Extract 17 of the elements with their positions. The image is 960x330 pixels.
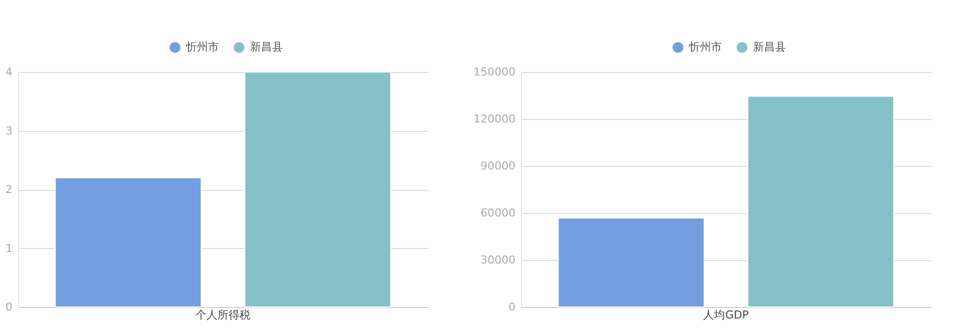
y-tick-label: 2 bbox=[6, 183, 12, 196]
legend-label: 忻州市 bbox=[185, 40, 219, 54]
legend-label: 新昌县 bbox=[250, 40, 283, 54]
y-tick-label: 90000 bbox=[480, 160, 516, 172]
y-tick-label: 120000 bbox=[474, 112, 516, 126]
y-tick-label: 60000 bbox=[480, 206, 516, 220]
legend-label: 新昌县 bbox=[753, 40, 786, 54]
x-tick-label: 人均GDP bbox=[703, 308, 750, 322]
y-tick-label: 0 bbox=[508, 300, 516, 314]
y-tick-label: 150000 bbox=[474, 66, 516, 78]
legend-label: 忻州市 bbox=[688, 40, 722, 54]
y-tick-label: 4 bbox=[6, 66, 12, 78]
y-tick-label: 0 bbox=[6, 300, 12, 314]
y-tick-label: 3 bbox=[6, 124, 12, 138]
y-tick-label: 1 bbox=[6, 242, 12, 255]
x-tick-label: 个人所得税 bbox=[196, 308, 250, 322]
y-tick-label: 30000 bbox=[480, 254, 516, 266]
